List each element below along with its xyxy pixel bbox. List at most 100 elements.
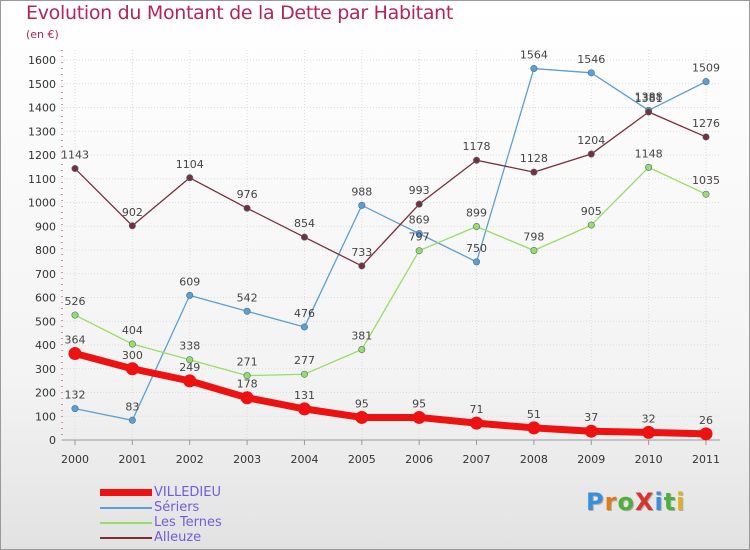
y-tick-label: 400 <box>35 339 56 352</box>
data-label-seriers: 476 <box>294 307 315 320</box>
data-point-les-ternes <box>128 340 136 348</box>
data-point-villedieu <box>412 410 426 424</box>
data-point-seriers <box>702 78 710 86</box>
data-point-villedieu <box>527 421 541 435</box>
data-point-les-ternes <box>300 370 308 378</box>
data-point-alleuze <box>128 222 136 230</box>
data-label-villedieu: 178 <box>237 378 258 391</box>
data-label-seriers: 132 <box>65 389 86 402</box>
data-label-seriers: 750 <box>466 242 487 255</box>
x-tick-label: 2008 <box>520 453 548 466</box>
data-label-les-ternes: 277 <box>294 354 315 367</box>
data-label-seriers: 609 <box>179 275 200 288</box>
data-label-alleuze: 1204 <box>577 134 605 147</box>
data-label-seriers: 542 <box>237 291 258 304</box>
y-tick-label: 300 <box>35 363 56 376</box>
chart-unit-label: (en €) <box>26 28 59 41</box>
legend-label: Les Ternes <box>154 515 222 530</box>
data-label-villedieu: 32 <box>642 412 656 425</box>
data-point-villedieu <box>297 402 311 416</box>
data-label-alleuze: 993 <box>409 184 430 197</box>
logo-letter: i <box>676 488 686 516</box>
data-point-alleuze <box>702 133 710 141</box>
data-point-les-ternes <box>71 311 79 319</box>
data-point-alleuze <box>300 233 308 241</box>
logo-letter: P <box>586 488 605 516</box>
y-tick-label: 600 <box>35 292 56 305</box>
data-label-alleuze: 1381 <box>635 92 663 105</box>
logo-letter: r <box>604 488 618 516</box>
data-label-villedieu: 95 <box>355 397 369 410</box>
series-line-les-ternes <box>74 166 707 377</box>
data-label-villedieu: 26 <box>699 414 713 427</box>
data-point-villedieu <box>183 374 197 388</box>
proxiti-logo: ProXiti <box>586 488 685 516</box>
data-point-alleuze <box>358 262 366 270</box>
y-tick-label: 1200 <box>28 149 56 162</box>
x-tick-label: 2001 <box>118 453 146 466</box>
x-tick-label: 2003 <box>233 453 261 466</box>
data-point-seriers <box>587 69 595 77</box>
data-label-les-ternes: 905 <box>581 205 602 218</box>
y-tick-label: 700 <box>35 268 56 281</box>
y-tick-label: 1000 <box>28 197 56 210</box>
x-tick-label: 2004 <box>290 453 318 466</box>
y-tick-label: 1300 <box>28 125 56 138</box>
x-tick-label: 2000 <box>61 453 89 466</box>
x-tick-label: 2011 <box>692 453 720 466</box>
data-label-les-ternes: 526 <box>65 295 86 308</box>
data-label-villedieu: 131 <box>294 389 315 402</box>
legend-label: Sériers <box>154 500 200 515</box>
y-tick-label: 100 <box>35 410 56 423</box>
data-label-villedieu: 95 <box>412 397 426 410</box>
data-label-villedieu: 364 <box>65 334 86 347</box>
y-tick-label: 800 <box>35 244 56 257</box>
y-tick-label: 900 <box>35 220 56 233</box>
data-label-alleuze: 1128 <box>520 152 548 165</box>
data-point-seriers <box>71 405 79 413</box>
data-point-villedieu <box>584 424 598 438</box>
x-tick-label: 2010 <box>635 453 663 466</box>
data-label-alleuze: 1143 <box>61 149 89 162</box>
y-tick-label: 500 <box>35 315 56 328</box>
data-point-les-ternes <box>587 221 595 229</box>
data-point-les-ternes <box>186 356 194 364</box>
data-point-alleuze <box>473 156 481 164</box>
data-label-alleuze: 1104 <box>176 158 204 171</box>
data-label-villedieu: 300 <box>122 349 143 362</box>
data-label-villedieu: 249 <box>179 361 200 374</box>
data-point-les-ternes <box>645 163 653 171</box>
data-point-villedieu <box>355 410 369 424</box>
data-label-seriers: 1546 <box>577 53 605 66</box>
series-line-alleuze <box>74 111 707 267</box>
legend-swatch <box>100 522 152 524</box>
data-label-seriers: 1388 <box>635 90 663 103</box>
legend-swatch <box>100 537 152 539</box>
y-tick-label: 200 <box>35 387 56 400</box>
data-point-villedieu <box>68 347 82 361</box>
data-point-les-ternes <box>415 247 423 255</box>
data-label-villedieu: 51 <box>527 408 541 421</box>
data-point-seriers <box>300 323 308 331</box>
data-label-seriers: 869 <box>409 214 430 227</box>
x-tick-label: 2007 <box>463 453 491 466</box>
series-line-seriers <box>74 67 707 421</box>
y-tick-label: 0 <box>49 434 56 447</box>
data-point-les-ternes <box>530 246 538 254</box>
data-label-alleuze: 1276 <box>692 117 720 130</box>
data-label-seriers: 83 <box>125 400 139 413</box>
logo-letter: o <box>617 488 635 516</box>
y-tick-label: 1500 <box>28 78 56 91</box>
data-label-les-ternes: 404 <box>122 324 143 337</box>
data-label-les-ternes: 381 <box>351 330 372 343</box>
data-point-villedieu <box>240 391 254 405</box>
data-label-les-ternes: 1035 <box>692 174 720 187</box>
data-label-les-ternes: 271 <box>237 356 258 369</box>
logo-letter: i <box>654 488 664 516</box>
x-tick-label: 2005 <box>348 453 376 466</box>
data-label-alleuze: 976 <box>237 188 258 201</box>
logo-letter: X <box>634 488 655 516</box>
data-point-villedieu <box>642 425 656 439</box>
